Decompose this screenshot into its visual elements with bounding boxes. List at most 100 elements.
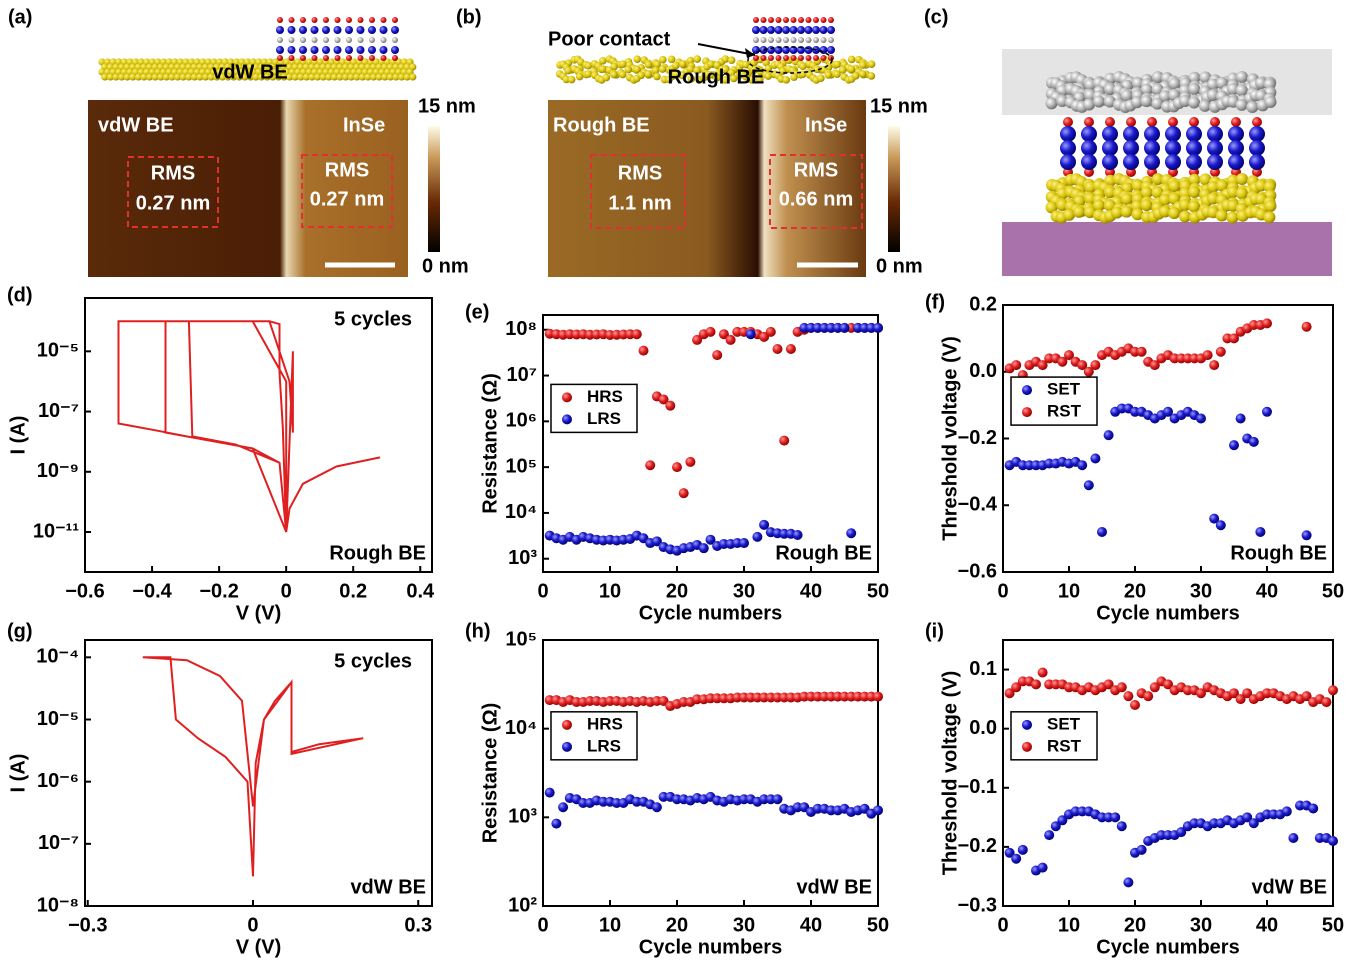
atom (196, 73, 204, 81)
atom (867, 72, 876, 80)
atom (783, 17, 789, 23)
data-point (551, 818, 562, 829)
data-point (1004, 847, 1015, 858)
atom (310, 46, 319, 54)
atom (767, 26, 775, 34)
data-point (1301, 321, 1312, 332)
atom (687, 75, 696, 83)
panel-label: (i) (925, 620, 944, 642)
schematic (98, 17, 417, 81)
atom (300, 37, 306, 43)
atom (357, 55, 364, 61)
atom (1168, 207, 1181, 220)
atom (1104, 83, 1117, 96)
data-point (1196, 688, 1206, 699)
data-point (785, 343, 796, 354)
atom (813, 55, 819, 61)
plot-frame (1002, 304, 1334, 573)
y-axis-label: I (A) (7, 416, 29, 455)
atom (775, 37, 782, 43)
atom (824, 71, 833, 79)
afm-image (548, 100, 866, 277)
atom (813, 17, 819, 23)
atom (575, 72, 584, 81)
data-point (1176, 827, 1187, 838)
atom (1104, 186, 1117, 199)
data-point (725, 334, 736, 345)
y-tick-label: 10⁻⁵ (37, 708, 79, 730)
atom (753, 37, 759, 43)
y-tick-label: 10⁻¹¹ (33, 520, 79, 542)
atom (333, 46, 342, 54)
atom (633, 65, 641, 74)
annotation: Rough BE (775, 542, 872, 564)
atom (299, 46, 307, 54)
atom (867, 60, 876, 68)
atom (1168, 117, 1178, 127)
atom (364, 73, 372, 81)
annotation: Rough BE (329, 542, 426, 564)
atom (1159, 193, 1172, 206)
atom (386, 73, 394, 81)
x-tick-label: 0 (537, 580, 548, 602)
annotation: vdW BE (1251, 876, 1327, 898)
y-tick-label: 10⁷ (507, 364, 538, 386)
data-point (1123, 877, 1134, 888)
y-tick-label: 10⁴ (505, 717, 537, 739)
atom (369, 37, 375, 43)
atom (693, 66, 701, 75)
annotation: 5 cycles (334, 308, 412, 330)
x-tick-label: 20 (1124, 914, 1146, 936)
atom (659, 55, 667, 64)
atom (599, 56, 607, 65)
atom (1045, 97, 1058, 110)
x-tick-label: 40 (800, 580, 822, 602)
atom (280, 73, 288, 81)
atom (333, 26, 342, 34)
plot-frame (84, 639, 433, 907)
atom (1103, 95, 1116, 108)
rms-label: RMS (325, 159, 369, 181)
y-axis-label: I (A) (7, 754, 29, 793)
atom (1264, 96, 1277, 109)
atom (287, 46, 296, 54)
atom (258, 73, 266, 81)
legend-label: RST (1047, 402, 1082, 421)
data-point (873, 322, 883, 333)
y-axis-label: Threshold voltage (V) (939, 671, 961, 875)
atom (1105, 117, 1115, 127)
legend-box (550, 383, 638, 434)
y-tick-label: −0.1 (958, 776, 997, 798)
atom (820, 55, 827, 61)
atom (1140, 95, 1153, 108)
atom (1207, 192, 1220, 205)
afm-image (88, 100, 408, 277)
atom (644, 70, 653, 78)
data-point (685, 456, 696, 467)
data-point (1037, 862, 1048, 873)
iv-curve (142, 656, 364, 877)
data-point (1116, 682, 1127, 693)
atom (325, 73, 333, 81)
atom (775, 17, 782, 23)
schematic-label: vdW BE (212, 61, 288, 83)
atom (391, 46, 399, 54)
x-axis-label: Cycle numbers (639, 936, 782, 958)
data-point (1202, 350, 1213, 361)
atom (1226, 211, 1239, 224)
data-point (739, 538, 749, 549)
data-point (1017, 844, 1028, 855)
atom (819, 26, 828, 34)
atom (1235, 187, 1248, 200)
plot-frame (542, 314, 879, 573)
atom (828, 17, 834, 23)
x-tick-label: 40 (800, 914, 822, 936)
atom (311, 17, 318, 23)
data-point (1242, 812, 1253, 823)
region-label: vdW BE (98, 114, 174, 136)
atom (185, 73, 193, 81)
atom (140, 73, 148, 81)
y-tick-label: 10² (508, 894, 537, 916)
atom (299, 26, 307, 34)
region-label: Rough BE (553, 114, 650, 136)
